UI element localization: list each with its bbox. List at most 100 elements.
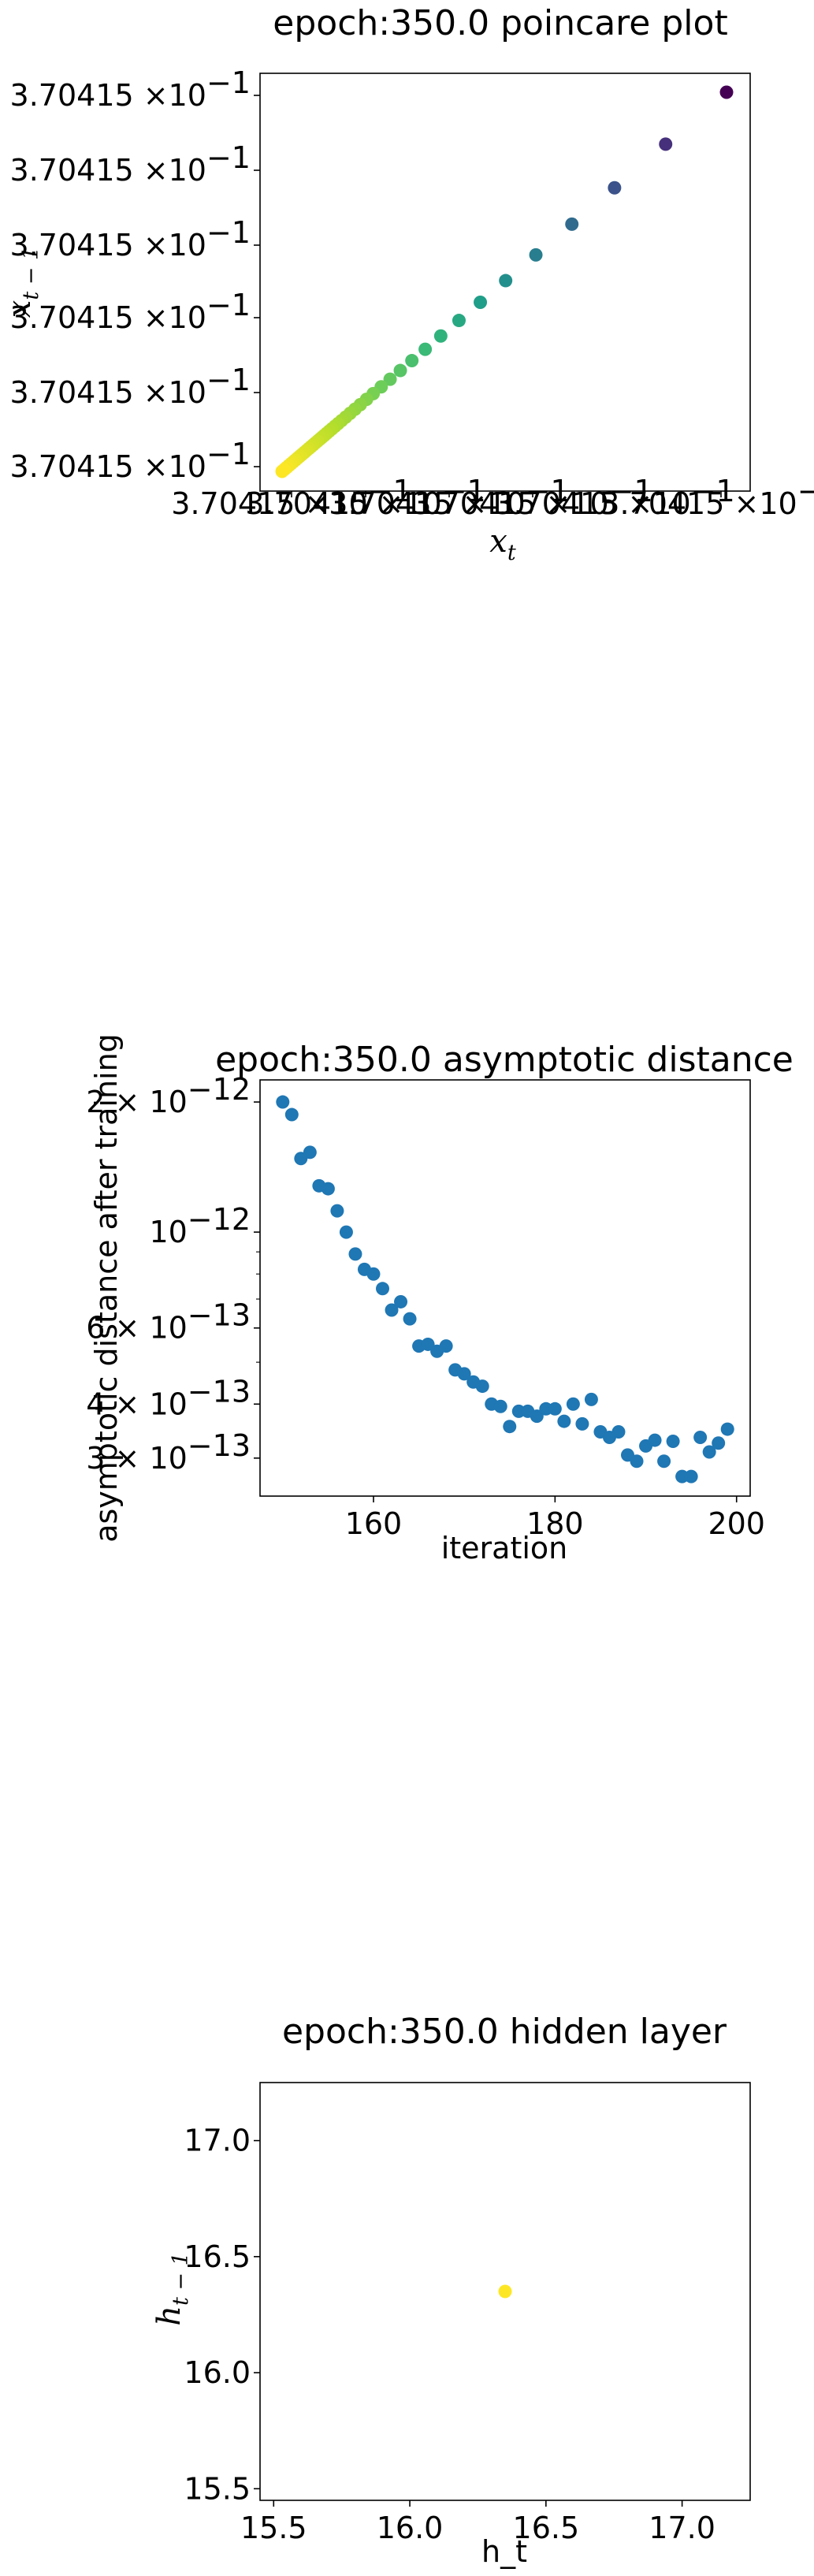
poincare-y-tick-label: 3.70415 ×10−1	[10, 288, 251, 335]
poincare-x-ticks: 3.70415 ×10−13.70415 ×10−13.70415 ×10−13…	[171, 474, 814, 521]
poincare-point	[405, 354, 419, 368]
hidden-y-tick-label: 16.0	[184, 2355, 251, 2390]
asymptotic-title: epoch:350.0 asymptotic distance	[215, 1040, 794, 1080]
poincare-x-tick-label: 3.70415 ×10−1	[171, 474, 411, 521]
svg-text:ht − 1: ht − 1	[151, 2252, 193, 2326]
poincare-x-tick-label: 3.70415 ×10−1	[245, 474, 485, 521]
svg-text:xt − 1: xt − 1	[2, 247, 43, 318]
poincare-y-tick-label: 3.70415 ×10−1	[10, 65, 251, 113]
hidden-x-tick-label: 15.5	[240, 2511, 307, 2545]
poincare-point	[433, 329, 448, 343]
asymptotic-point	[284, 1107, 299, 1122]
poincare-point	[393, 363, 407, 378]
asymptotic-panel: epoch:350.0 asymptotic distance 2 × 10−1…	[86, 1033, 794, 1565]
asymptotic-point	[530, 1409, 544, 1424]
asymptotic-point	[475, 1379, 489, 1394]
hidden-points	[498, 2284, 512, 2299]
asymptotic-y-tick-label: 4 × 10−13	[86, 1374, 251, 1421]
asymptotic-point	[648, 1433, 662, 1447]
asymptotic-point	[394, 1294, 408, 1308]
asymptotic-y-tick-label: 3 × 10−13	[86, 1428, 251, 1476]
asymptotic-minor-ticks	[256, 1251, 260, 1363]
asymptotic-y-ticks: 2 × 10−12 10−12 6 × 10−13 4 × 10−13 3 × 10−1…	[86, 1072, 260, 1476]
svg-text:xt: xt	[489, 523, 516, 565]
asymptotic-y-tick-label: 2 × 10−12	[86, 1072, 251, 1119]
asymptotic-point	[548, 1402, 562, 1416]
asymptotic-y-axis-label: asymptotic distance after training	[89, 1033, 124, 1543]
poincare-point	[499, 274, 513, 288]
asymptotic-point	[693, 1431, 708, 1445]
hidden-x-tick-label: 16.0	[377, 2511, 444, 2545]
asymptotic-x-tick-label: 160	[345, 1506, 403, 1541]
asymptotic-point	[403, 1312, 417, 1326]
poincare-y-tick-label: 3.70415 ×10−1	[10, 363, 251, 410]
poincare-point	[474, 295, 488, 309]
poincare-points	[275, 85, 734, 478]
asymptotic-point	[339, 1225, 353, 1239]
asymptotic-point	[348, 1247, 362, 1261]
poincare-y-tick-label: 3.70415 ×10−1	[10, 437, 251, 484]
asymptotic-point	[439, 1339, 453, 1353]
poincare-point	[719, 85, 734, 99]
hidden-y-tick-label: 15.5	[184, 2471, 251, 2506]
asymptotic-point	[376, 1282, 389, 1296]
poincare-plot-frame	[259, 73, 751, 492]
asymptotic-point	[611, 1424, 626, 1439]
poincare-y-tick-label: 3.70415 ×10−1	[10, 215, 251, 262]
poincare-x-tick-label: 3.70415 ×10−1	[329, 474, 569, 521]
poincare-panel: epoch:350.0 poincare plot 3.70415 ×10−13…	[2, 3, 814, 565]
asymptotic-point	[385, 1303, 399, 1317]
poincare-point	[275, 464, 289, 478]
asymptotic-x-tick-label: 180	[526, 1506, 584, 1541]
poincare-point	[659, 137, 673, 151]
asymptotic-point	[712, 1436, 726, 1450]
hidden-plot-frame	[259, 2082, 751, 2501]
poincare-y-tick-label: 3.70415 ×10−1	[10, 140, 251, 188]
hidden-point	[498, 2284, 512, 2299]
asymptotic-point	[566, 1397, 580, 1411]
poincare-x-tick-label: 3.70415 ×10−1	[600, 474, 814, 521]
poincare-point	[608, 181, 622, 195]
hidden-y-tick-label: 16.5	[184, 2239, 251, 2274]
hidden-y-axis-label: ht − 1	[151, 2252, 193, 2326]
asymptotic-point	[366, 1267, 381, 1281]
asymptotic-point	[630, 1454, 644, 1469]
asymptotic-point	[584, 1392, 598, 1406]
poincare-point	[418, 342, 433, 356]
asymptotic-x-tick-label: 200	[708, 1506, 765, 1541]
asymptotic-point	[330, 1204, 344, 1218]
hidden-title: epoch:350.0 hidden layer	[282, 2012, 727, 2052]
hidden-x-tick-label: 17.0	[649, 2511, 716, 2545]
hidden-x-ticks: 15.5 16.0 16.5 17.0	[240, 2500, 716, 2545]
poincare-point	[452, 314, 466, 328]
poincare-x-tick-label: 3.70415 ×10−1	[494, 474, 734, 521]
asymptotic-point	[421, 1337, 435, 1351]
poincare-x-axis-label: xt	[489, 523, 516, 565]
asymptotic-point	[276, 1095, 290, 1109]
asymptotic-points	[276, 1095, 734, 1483]
poincare-point	[565, 217, 579, 231]
hidden-panel: epoch:350.0 hidden layer 15.5 16.0 16.5 17.…	[151, 2012, 751, 2569]
poincare-x-tick-label: 3.70415 ×10−1	[412, 474, 652, 521]
asymptotic-point	[702, 1445, 716, 1459]
hidden-x-axis-label: h_t	[481, 2534, 527, 2569]
asymptotic-point	[503, 1420, 517, 1434]
asymptotic-x-axis-label: iteration	[441, 1531, 568, 1565]
hidden-y-ticks: 15.5 16.0 16.5 17.0	[184, 2124, 260, 2506]
asymptotic-point	[666, 1435, 680, 1449]
hidden-x-tick-label: 16.5	[513, 2511, 580, 2545]
asymptotic-point	[493, 1399, 507, 1413]
asymptotic-x-ticks: 160 180 200	[345, 1496, 765, 1541]
asymptotic-point	[303, 1145, 317, 1160]
asymptotic-plot-frame	[259, 1079, 751, 1497]
asymptotic-point	[684, 1469, 698, 1483]
poincare-y-ticks: 3.70415 ×10−1 3.70415 ×10−1 3.70415 ×10−1 3…	[10, 65, 260, 484]
poincare-point	[383, 372, 397, 386]
asymptotic-y-tick-label: 10−12	[149, 1202, 251, 1249]
asymptotic-point	[557, 1414, 571, 1428]
asymptotic-y-tick-label: 6 × 10−13	[86, 1298, 251, 1346]
poincare-title: epoch:350.0 poincare plot	[273, 3, 727, 43]
asymptotic-point	[720, 1422, 734, 1436]
poincare-y-axis-label: xt − 1	[2, 247, 43, 318]
